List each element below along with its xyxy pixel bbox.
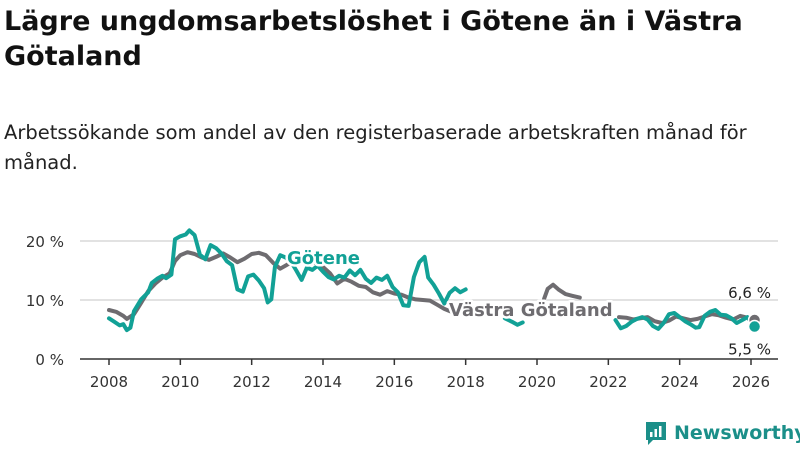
series-line-vg xyxy=(107,250,468,321)
y-axis: 0 % 10 % 20 % xyxy=(26,233,64,369)
x-tick-label: 2024 xyxy=(661,373,699,391)
x-tick-label: 2016 xyxy=(375,373,413,391)
series-line-gotene3 xyxy=(613,308,757,331)
brand-name: Newsworthy xyxy=(674,422,800,444)
end-label-vg: 6,6 % xyxy=(728,284,771,302)
series-label-vg: Västra Götaland xyxy=(449,300,613,321)
series-labels: 6,6 % 5,5 % Götene Västra Götaland xyxy=(285,246,772,359)
y-tick-label: 20 % xyxy=(26,233,64,251)
series-label-gotene: Götene xyxy=(287,248,360,269)
series-lines xyxy=(107,228,757,333)
x-tick-label: 2026 xyxy=(732,373,770,391)
end-point-gotene xyxy=(747,319,762,334)
end-label-gotene: 5,5 % xyxy=(728,341,771,359)
series-line-gotene xyxy=(107,228,468,333)
x-tick-label: 2022 xyxy=(589,373,627,391)
x-tick-label: 2020 xyxy=(518,373,556,391)
grid-lines xyxy=(80,240,778,301)
x-tick-label: 2010 xyxy=(161,373,199,391)
x-tick-label: 2008 xyxy=(90,373,128,391)
newsworthy-logo-icon xyxy=(646,422,666,445)
chart-title: Lägre ungdomsarbetslöshet i Götene än i … xyxy=(4,6,743,72)
y-tick-label: 10 % xyxy=(26,292,64,310)
chart-subtitle: Arbetssökande som andel av den registerb… xyxy=(4,121,747,174)
x-axis: 2008 2010 2012 2014 2016 2018 2020 2022 2024 2026 xyxy=(80,358,778,391)
x-tick-label: 2014 xyxy=(304,373,342,391)
x-tick-label: 2012 xyxy=(233,373,271,391)
x-tick-label: 2018 xyxy=(447,373,485,391)
newsworthy-logo[interactable]: Newsworthy xyxy=(644,419,800,447)
series-line-gotene2 xyxy=(502,316,525,327)
series-line-vg2 xyxy=(542,282,582,301)
y-tick-label: 0 % xyxy=(35,351,64,369)
